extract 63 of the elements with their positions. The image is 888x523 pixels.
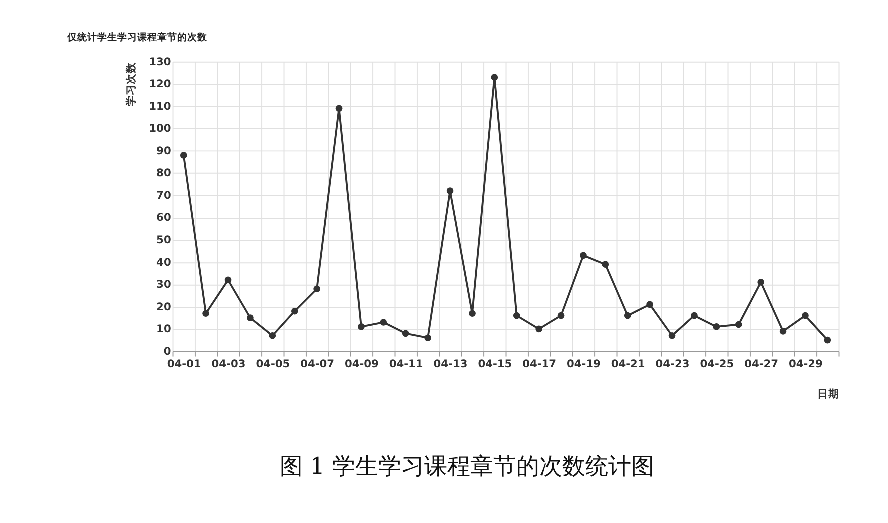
x-tick-label: 04-27 bbox=[744, 357, 779, 370]
chart-title: 仅统计学生学习课程章节的次数 bbox=[66, 32, 209, 44]
x-tick-label: 04-05 bbox=[256, 357, 290, 370]
point bbox=[469, 310, 476, 318]
point bbox=[536, 326, 542, 333]
point bbox=[624, 312, 632, 320]
point bbox=[802, 312, 809, 320]
point bbox=[314, 286, 320, 293]
point bbox=[491, 74, 498, 81]
x-tick-label: 04-11 bbox=[389, 357, 424, 370]
x-tick-label: 04-25 bbox=[700, 357, 734, 370]
point bbox=[824, 336, 832, 344]
y-tick-label: 20 bbox=[156, 300, 172, 314]
point bbox=[558, 312, 565, 320]
y-tick-label: 30 bbox=[156, 278, 172, 292]
point bbox=[602, 261, 610, 268]
y-tick-label: 100 bbox=[149, 122, 172, 136]
x-tick-label: 04-19 bbox=[566, 357, 601, 370]
point bbox=[780, 328, 787, 335]
x-tick-label: 04-07 bbox=[300, 357, 335, 370]
y-tick-label: 120 bbox=[149, 78, 172, 91]
y-tick-label: 0 bbox=[164, 344, 172, 358]
point bbox=[380, 319, 388, 326]
point bbox=[713, 324, 720, 330]
x-tick-label: 04-09 bbox=[344, 357, 379, 370]
y-tick-label: 10 bbox=[156, 322, 172, 336]
y-axis-title: 学习次数 bbox=[124, 61, 138, 106]
point bbox=[580, 252, 587, 260]
point bbox=[180, 152, 188, 159]
x-tick-label: 04-15 bbox=[478, 357, 512, 370]
point bbox=[691, 312, 698, 320]
point bbox=[336, 105, 343, 112]
point bbox=[291, 308, 298, 315]
point bbox=[735, 321, 742, 328]
caption: 图 1 学生学习课程章节的次数统计图 bbox=[280, 454, 654, 480]
x-tick-label: 04-03 bbox=[212, 357, 246, 370]
y-tick-label: 80 bbox=[156, 166, 172, 180]
x-tick-label: 04-21 bbox=[611, 357, 646, 370]
x-tick-label: 04-23 bbox=[656, 357, 690, 370]
point bbox=[668, 332, 676, 340]
point bbox=[758, 279, 764, 286]
point bbox=[269, 332, 276, 340]
y-tick-label: 50 bbox=[156, 233, 172, 246]
x-tick-label: 04-29 bbox=[788, 357, 823, 370]
y-tick-label: 60 bbox=[156, 211, 172, 224]
y-tick-label: 90 bbox=[156, 144, 172, 158]
y-tick-label: 40 bbox=[156, 256, 172, 269]
point bbox=[446, 188, 454, 194]
point bbox=[358, 324, 365, 330]
x-tick-label: 04-13 bbox=[434, 357, 468, 370]
point bbox=[247, 314, 254, 322]
x-axis-title: 日期 bbox=[817, 387, 840, 400]
point bbox=[646, 301, 654, 308]
x-tick-label: 04-17 bbox=[522, 357, 557, 370]
y-tick-label: 130 bbox=[149, 55, 172, 68]
point bbox=[202, 310, 210, 318]
point bbox=[513, 312, 520, 320]
point bbox=[402, 330, 410, 338]
y-tick-label: 110 bbox=[149, 100, 172, 113]
point bbox=[224, 276, 232, 284]
x-tick-label: 04-01 bbox=[167, 357, 202, 370]
y-tick-label: 70 bbox=[156, 188, 172, 202]
point bbox=[424, 334, 432, 342]
